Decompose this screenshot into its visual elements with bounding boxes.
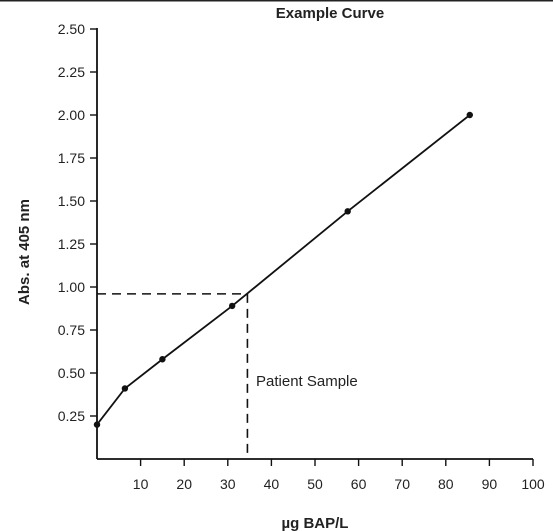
y-tick-label-0.50: 0.50 [58,365,85,381]
data-point-2 [159,356,166,363]
ticks: 10 20 30 40 50 60 70 80 90 100 0.25 0.50 0.75 1.00 1.2… [58,21,545,492]
x-tick-label-20: 20 [176,476,192,492]
series [93,111,473,428]
x-axis-title: µg BAP/L [282,515,349,531]
x-tick-label-70: 70 [394,476,410,492]
x-tick-label-60: 60 [351,476,367,492]
labels: Example Curve µg BAP/L Abs. at 405 nm Pa… [16,5,384,531]
y-tick-label-1.75: 1.75 [58,150,85,166]
y-tick-label-0.75: 0.75 [58,322,85,338]
data-point-4 [344,208,351,215]
y-tick-label-0.25: 0.25 [58,408,85,424]
y-tick-label-2.50: 2.50 [58,21,85,37]
data-point-1 [121,385,129,392]
x-tick-label-90: 90 [482,476,498,492]
x-tick-label-50: 50 [307,476,323,492]
x-tick-label-100: 100 [521,476,545,492]
y-tick-label-2.00: 2.00 [58,107,85,123]
data-point-0 [93,421,101,428]
series-line-0 [96,114,471,426]
x-tick-label-10: 10 [133,476,149,492]
reference-lines [97,293,249,459]
data-point-5 [466,111,473,119]
x-tick-label-40: 40 [264,476,280,492]
y-tick-label-1.50: 1.50 [58,193,85,209]
y-axis-title: Abs. at 405 nm [16,199,33,305]
data-point-3 [228,302,236,310]
top-border [0,0,553,2]
x-tick-label-30: 30 [220,476,236,492]
patient-sample-label: Patient Sample [256,373,358,390]
chart-title: Example Curve [276,5,384,22]
x-tick-label-80: 80 [438,476,454,492]
y-tick-label-1.25: 1.25 [58,236,85,252]
y-tick-label-1.00: 1.00 [58,279,85,295]
y-tick-label-2.25: 2.25 [58,64,85,80]
